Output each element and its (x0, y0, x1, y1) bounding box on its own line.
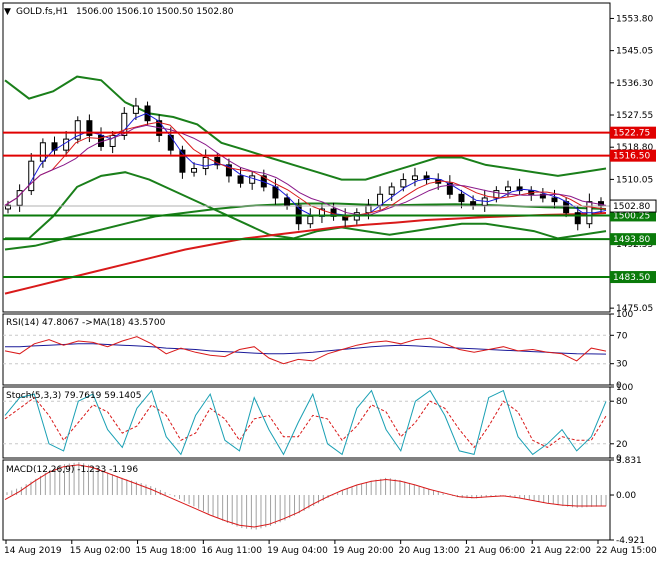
candle-body (307, 215, 314, 225)
time-tick-label: 14 Aug 2019 (4, 546, 62, 556)
last-price-tag (609, 199, 657, 213)
candle-body (470, 201, 477, 206)
price-pane[interactable]: 1553.80 1545.05 1536.30 1527.55 1518.80 1510.… (2, 2, 657, 314)
candle-body (284, 197, 291, 206)
candle-body (39, 142, 46, 162)
candle-body (400, 179, 407, 188)
price-axis-tick-label: 1536.30 (616, 79, 653, 89)
time-tick-label: 15 Aug 18:00 (136, 546, 197, 556)
rsi-ma-line (5, 343, 607, 355)
rsi-axis-tick-label: 70 (616, 331, 628, 341)
time-tick-label: 16 Aug 11:00 (201, 546, 262, 556)
candle-body (388, 186, 395, 195)
price-axis-tick-label: 1545.05 (616, 47, 653, 57)
level-price-label: 1522.75 (613, 129, 650, 139)
candle-body (563, 201, 570, 214)
price-pane-frame (2, 2, 611, 313)
stoch-axis-tick-label: 20 (616, 440, 628, 450)
candle-body (504, 186, 511, 192)
level-price-tag (610, 233, 656, 246)
candle-body (63, 138, 70, 151)
candle-body (109, 134, 116, 147)
candle-body (249, 175, 256, 184)
candle-body (539, 193, 546, 199)
stoch-axis-tick-label: 100 (616, 383, 633, 393)
time-tick-label: 21 Aug 06:00 (464, 546, 525, 556)
time-tick-label: 21 Aug 22:00 (530, 546, 591, 556)
candle-body (551, 197, 558, 203)
rsi-axis-tick-label: 0 (616, 381, 622, 391)
candle-body (121, 112, 128, 136)
rsi-line (4, 336, 607, 365)
stoch-signal-line (4, 396, 607, 449)
candle-body (446, 182, 453, 195)
level-price-label: 1516.50 (613, 152, 650, 162)
macd-pane-frame (2, 459, 611, 541)
candle-body (179, 149, 186, 173)
stoch-main-line (4, 389, 607, 456)
candle-body (191, 168, 198, 173)
stoch-axis-tick-label: 0 (616, 454, 622, 464)
candle-body (225, 164, 232, 177)
candle-body (5, 204, 11, 210)
stoch-axis-tick-label: 80 (616, 397, 628, 407)
ma-mid-line (4, 121, 607, 218)
level-price-tag (610, 271, 656, 284)
macd-signal-line (4, 464, 606, 528)
time-axis: 14 Aug 2019 15 Aug 02:00 15 Aug 18:00 16 Au… (4, 540, 657, 556)
symbol-label: GOLD.fs,H1 (16, 7, 68, 17)
macd-pane[interactable]: 3.831 0.00 -4.921 (2, 456, 645, 546)
macd-axis-tick-label: 3.831 (616, 456, 642, 466)
stoch-title: Stoch(5,3,3) 79.7619 59.1405 (6, 391, 141, 401)
time-tick-label: 15 Aug 02:00 (70, 546, 131, 556)
ma-slow-line (4, 124, 607, 216)
candle-body (28, 160, 35, 192)
bollinger-lower-line (5, 171, 607, 240)
candle-body (272, 186, 279, 199)
level-price-label: 1500.25 (613, 211, 650, 221)
level-price-label: 1493.80 (613, 235, 650, 245)
bollinger-upper-line (4, 75, 607, 181)
candle-body (458, 193, 465, 203)
rsi-axis-tick-label: 100 (616, 310, 633, 320)
rsi-pane-frame (2, 313, 611, 386)
level-price-tag (610, 149, 656, 162)
rsi-axis-tick-label: 30 (616, 360, 628, 370)
level-price-label: 1483.50 (613, 273, 650, 283)
time-tick-label: 20 Aug 13:00 (399, 546, 460, 556)
price-axis-tick-label: 1527.55 (616, 111, 653, 121)
macd-title: MACD(12,26,9) -1.233 -1.196 (6, 465, 138, 475)
price-axis-tick-label: 1553.80 (616, 14, 653, 24)
candle-body (423, 175, 430, 181)
rsi-title: RSI(14) 47.8067 ->MA(18) 43.5700 (6, 318, 166, 328)
candle-body (377, 193, 384, 206)
macd-axis-tick-label: 0.00 (616, 491, 636, 501)
candle-body (202, 157, 209, 170)
candle-body (574, 212, 581, 225)
level-price-tag (610, 126, 656, 139)
time-tick-label: 19 Aug 04:00 (267, 546, 328, 556)
ohlc-readout: 1506.00 1506.10 1500.50 1502.80 (76, 7, 234, 17)
candle-body (237, 175, 244, 184)
candle-body (167, 134, 174, 151)
time-tick-label: 22 Aug 15:00 (596, 546, 657, 556)
price-axis-tick-label: 1475.05 (616, 304, 653, 314)
symbol-dropdown-icon[interactable]: ▼ (4, 7, 11, 17)
time-tick-label: 19 Aug 20:00 (333, 546, 394, 556)
price-axis-tick-label: 1510.05 (616, 175, 653, 185)
macd-axis-tick-label: -4.921 (616, 536, 645, 546)
rsi-pane[interactable]: 100 70 30 0 (2, 310, 633, 391)
candle-body (411, 175, 418, 181)
price-axis-tick-label: 1518.80 (616, 143, 653, 153)
candle-body (74, 120, 81, 140)
candle-body (86, 120, 93, 136)
candle-body (132, 105, 139, 114)
stochastic-pane[interactable]: 100 80 20 0 (2, 383, 633, 464)
last-price-label: 1502.80 (613, 202, 650, 212)
candle-body (144, 105, 151, 122)
